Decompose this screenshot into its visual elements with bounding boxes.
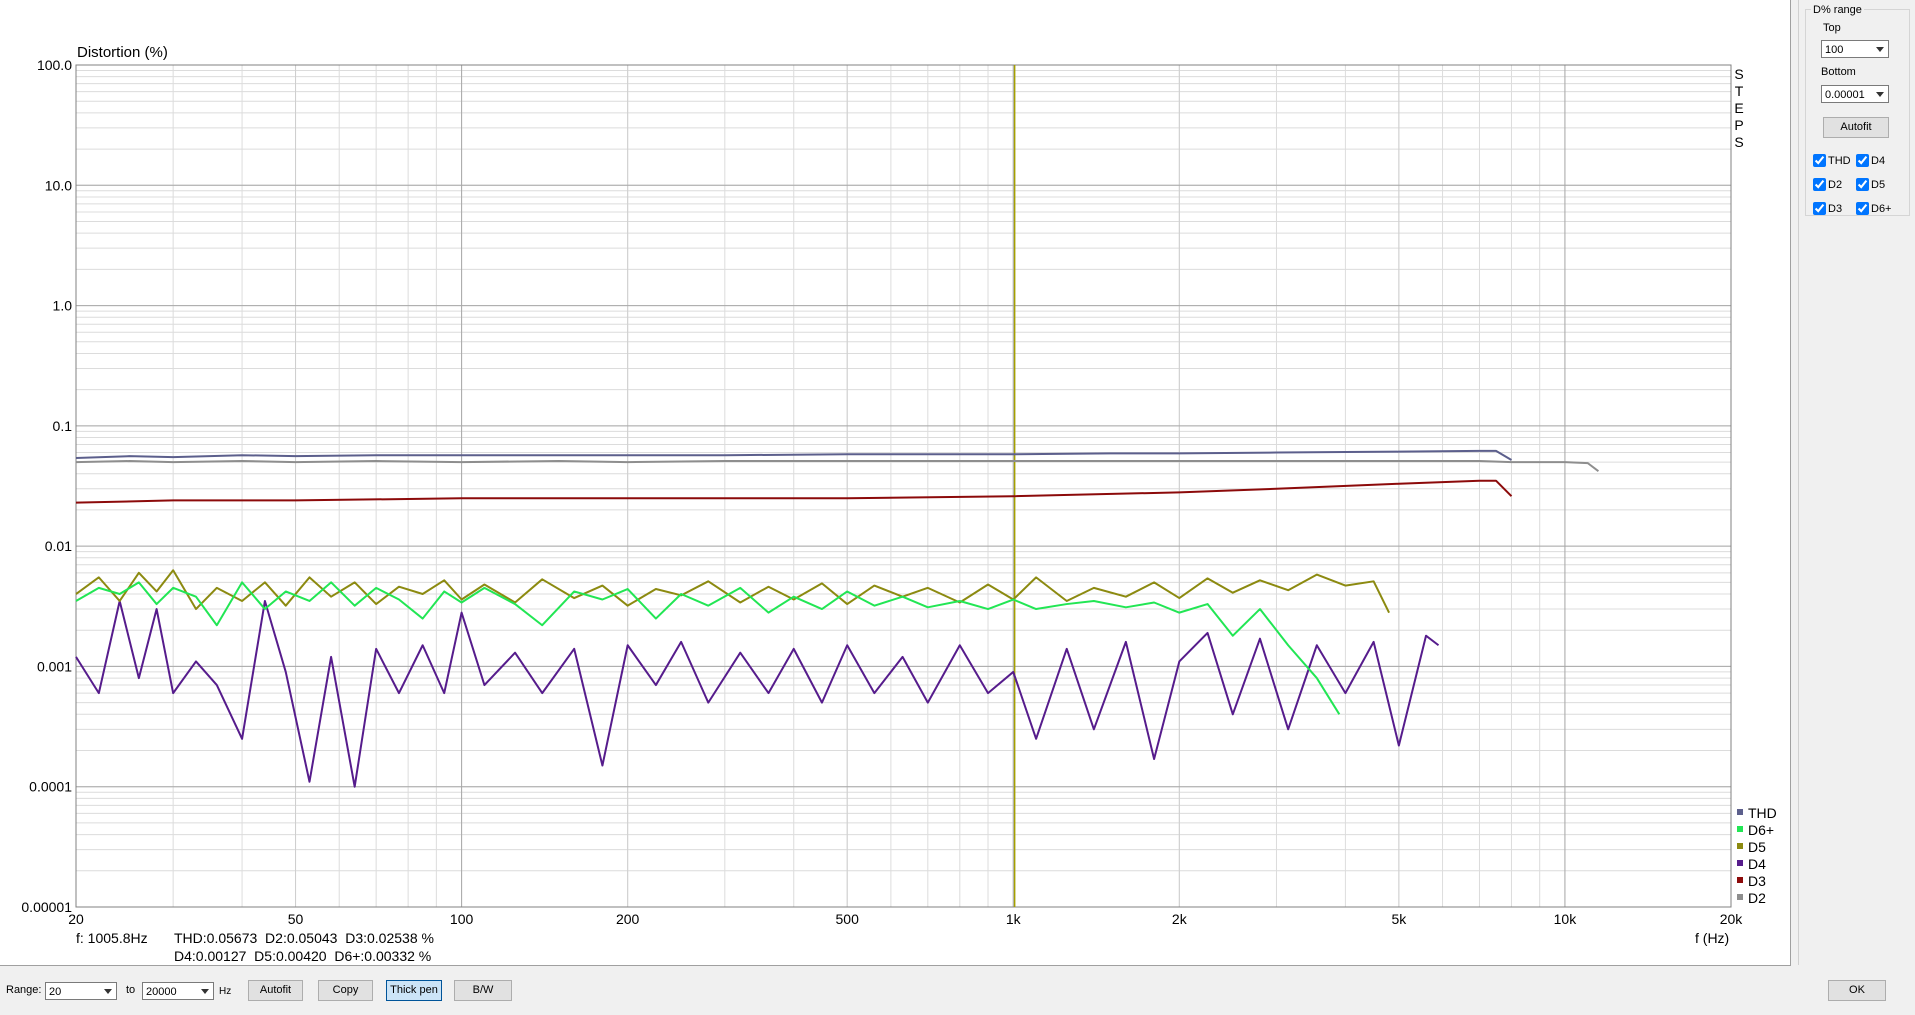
toolbar: Range: 20 to 20000 Hz Autofit Copy Thick p… [0,966,1915,1015]
y-tick-label: 0.00001 [21,899,72,915]
range-label: Range: [6,984,42,996]
x-tick-label: 5k [1391,911,1407,927]
y-tick-label: 0.001 [37,658,72,674]
checkbox[interactable]: THD [1813,154,1851,167]
checkbox[interactable]: D2 [1813,178,1842,191]
cursor-readout: THD:0.05673 D2:0.05043 D3:0.02538 % [174,930,434,946]
x-axis-title: f (Hz) [1695,930,1729,946]
top-select[interactable]: 100 [1821,40,1889,58]
legend-swatch [1737,894,1743,900]
y-tick-label: 1.0 [53,298,73,314]
x-tick-label: 20 [68,911,84,927]
to-select[interactable]: 20000 [142,982,214,1000]
side-label: STEPS [1731,66,1747,151]
legend-swatch [1737,877,1743,883]
x-tick-label: 10k [1554,911,1578,927]
series-line [75,581,1341,715]
legend-label: D5 [1748,839,1766,855]
y-tick-label: 0.1 [53,418,73,434]
chart-panel: Distortion (%) f (Hz) STEPS f: 1005.8Hz … [0,0,1791,966]
checkbox-label: D6+ [1871,202,1892,215]
bottom-select[interactable]: 0.00001 [1821,85,1889,103]
legend-label: THD [1748,805,1777,821]
series-line [75,460,1600,472]
series-line [75,449,1512,461]
top-label: Top [1823,22,1841,34]
chart: Distortion (%) f (Hz) STEPS f: 1005.8Hz … [21,44,1777,964]
toolbar-button[interactable]: Thick pen [386,980,442,1001]
range-panel: D% range Top 100 Bottom 0.00001 Autofit … [1798,0,1915,965]
x-tick-label: 50 [288,911,304,927]
x-tick-label: 500 [836,911,860,927]
checkbox-input[interactable] [1813,154,1826,167]
checkbox[interactable]: D4 [1856,154,1885,167]
legend-swatch [1737,843,1743,849]
series-line [75,599,1440,788]
checkbox-input[interactable] [1856,154,1869,167]
x-tick-label: 20k [1720,911,1744,927]
checkbox-label: D3 [1828,202,1843,215]
checkbox-label: D2 [1828,178,1843,191]
x-tick-label: 100 [450,911,474,927]
unit-label: Hz [219,986,232,997]
y-tick-label: 0.0001 [29,779,72,795]
legend-label: D6+ [1748,822,1774,838]
legend-label: D4 [1748,856,1766,872]
toolbar-button[interactable]: Copy [318,980,373,1001]
ok-button[interactable]: OK [1828,980,1886,1001]
toolbar-button[interactable]: Autofit [248,980,303,1001]
series-line [75,479,1513,504]
legend-label: D3 [1748,873,1766,889]
grid [75,64,1732,908]
legend-swatch [1737,860,1743,866]
plot-frame [75,64,1732,908]
checkbox-label: D4 [1871,154,1886,167]
checkbox-label: THD [1828,154,1851,167]
to-label: to [126,984,136,996]
y-tick-label: 0.01 [45,538,72,554]
checkbox[interactable]: D6+ [1856,202,1892,215]
legend-swatch [1737,809,1743,815]
from-select[interactable]: 20 [45,982,117,1000]
chart-title: Distortion (%) [77,44,168,61]
checkbox[interactable]: D5 [1856,178,1885,191]
x-tick-label: 200 [616,911,640,927]
y-tick-label: 10.0 [45,177,72,193]
y-tick-label: 100.0 [37,57,72,73]
legend-label: D2 [1748,890,1766,906]
bottom-label: Bottom [1821,66,1856,78]
checkbox[interactable]: D3 [1813,202,1842,215]
checkbox-label: D5 [1871,178,1886,191]
checkbox-input[interactable] [1813,178,1826,191]
legend-swatch [1737,826,1743,832]
autofit-button[interactable]: Autofit [1823,117,1889,138]
checkbox-input[interactable] [1813,202,1826,215]
x-tick-label: 2k [1172,911,1188,927]
x-tick-label: 1k [1006,911,1022,927]
checkbox-input[interactable] [1856,202,1869,215]
checkbox-input[interactable] [1856,178,1869,191]
cursor-frequency: f: 1005.8Hz [76,930,148,946]
group-title: D% range [1811,4,1864,16]
cursor-readout: D4:0.00127 D5:0.00420 D6+:0.00332 % [174,948,431,964]
toolbar-button[interactable]: B/W [454,980,512,1001]
